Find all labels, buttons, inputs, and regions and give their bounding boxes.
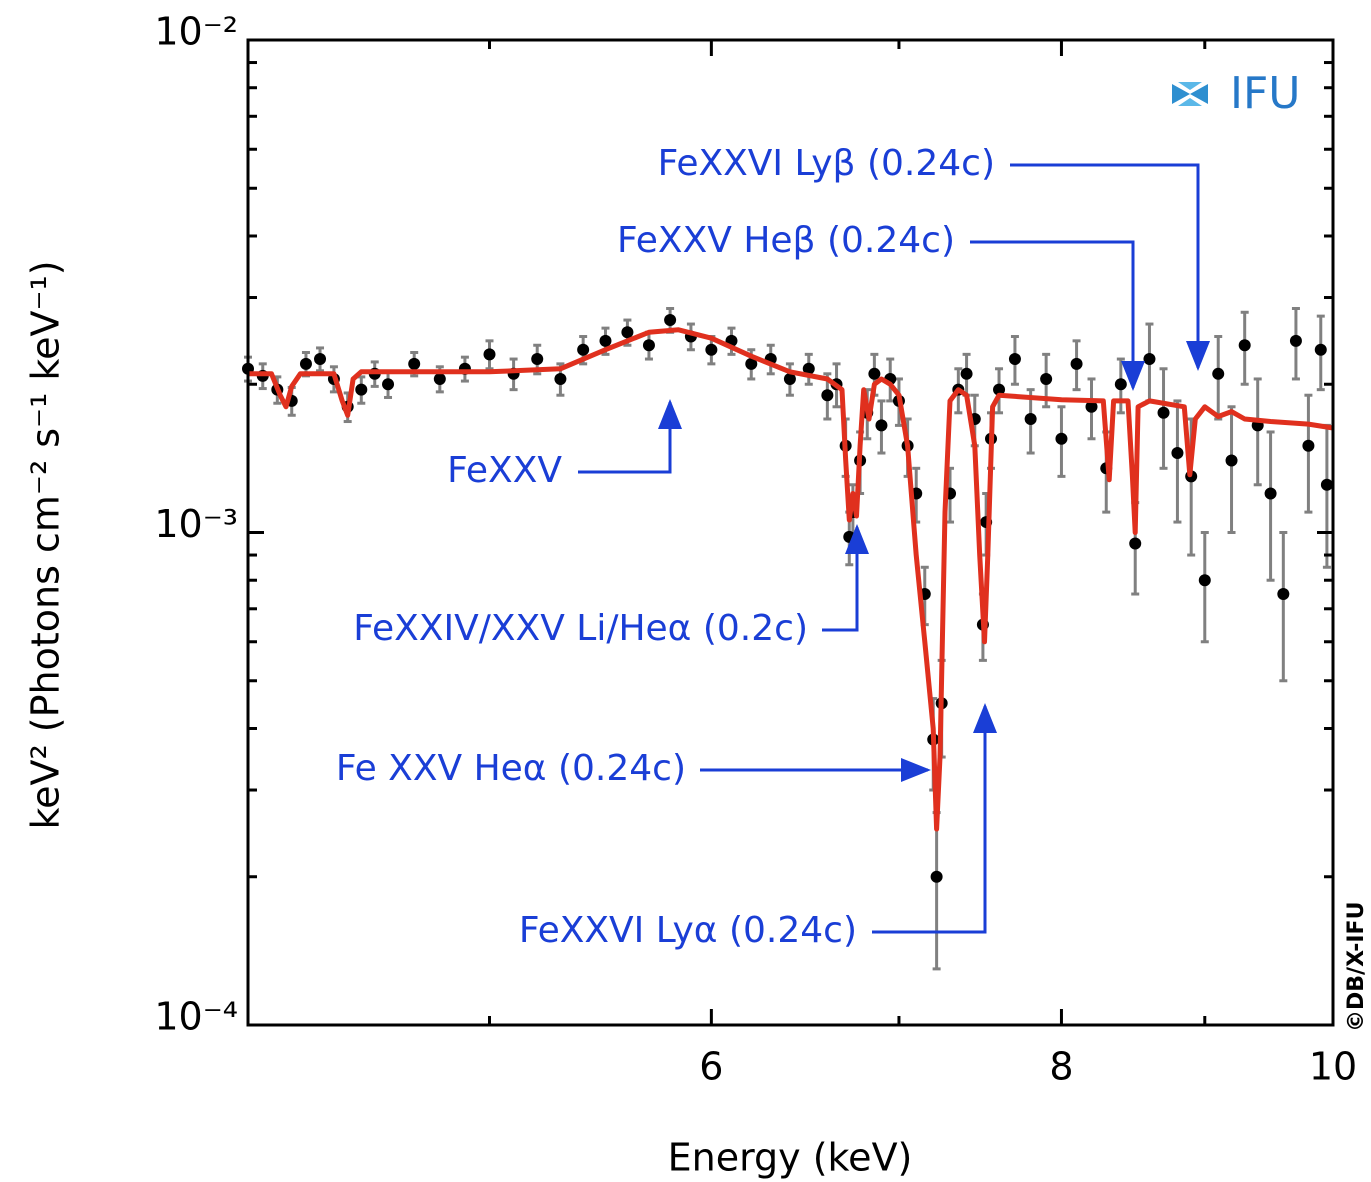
annotation-arrow (872, 703, 997, 934)
data-point (1055, 432, 1068, 445)
x-tick-label: 10 (1309, 1045, 1357, 1089)
error-bar (1279, 531, 1288, 683)
data-point (408, 357, 421, 370)
x-tick-label: 6 (699, 1045, 723, 1089)
data-point (843, 530, 856, 543)
data-point (642, 339, 655, 352)
data-point (783, 372, 796, 385)
data-point (1171, 447, 1184, 460)
model-line (248, 327, 1334, 832)
data-point (1314, 343, 1327, 356)
data-point (1157, 406, 1170, 419)
data-point (299, 357, 312, 370)
data-point (1198, 574, 1211, 587)
data-point (1264, 487, 1277, 500)
error-bar (1173, 399, 1182, 524)
data-point (1040, 372, 1053, 385)
data-point (1085, 400, 1098, 413)
data-point (1024, 413, 1037, 426)
data-point (554, 372, 567, 385)
data-point (1238, 339, 1251, 352)
data-point (1302, 439, 1315, 452)
logo-text: IFU (1230, 68, 1301, 119)
data-point (821, 389, 834, 402)
data-point (1008, 353, 1021, 366)
error-bar (1200, 531, 1209, 644)
data-point (868, 367, 881, 380)
data-point (1114, 378, 1127, 391)
data-point (1289, 334, 1302, 347)
data-point (314, 353, 327, 366)
data-point (1070, 357, 1083, 370)
error-bar (932, 811, 941, 971)
data-point (621, 326, 634, 339)
error-bar (1266, 430, 1275, 582)
data-point (531, 353, 544, 366)
data-point (1277, 588, 1290, 601)
annotation-arrow (970, 240, 1145, 391)
annotation: FeXXIV/XXV Li/Heα (0.2c) (353, 608, 808, 649)
data-point (433, 372, 446, 385)
data-point (1320, 478, 1333, 491)
error-bar (1304, 393, 1313, 514)
data-point (1143, 353, 1156, 366)
credit: ©DB/X-IFU (1344, 902, 1369, 1032)
error-bar (1322, 423, 1331, 569)
data-point (382, 378, 395, 391)
y-tick-label: 10⁻² (154, 10, 238, 54)
plot-frame (246, 38, 1335, 1027)
data-point (483, 348, 496, 361)
annotation: FeXXVI Lyα (0.24c) (519, 910, 857, 951)
annotation: FeXXV (447, 450, 562, 491)
data-point (802, 362, 815, 375)
data-point (599, 334, 612, 347)
x-axis-label: Energy (keV) (668, 1136, 913, 1180)
x-tick-label: 8 (1049, 1045, 1073, 1089)
data-point (1129, 537, 1142, 550)
annotation-arrow (1010, 163, 1210, 371)
data-point (664, 314, 677, 327)
y-tick-label: 10⁻³ (154, 502, 238, 546)
annotation-arrow (578, 399, 682, 474)
data-point (705, 343, 718, 356)
data-point (355, 383, 368, 396)
logo: IFU (1172, 68, 1301, 119)
annotation: FeXXV Heβ (0.24c) (617, 220, 955, 261)
error-bar (1253, 377, 1262, 487)
annotation: Fe XXV Heα (0.24c) (336, 748, 686, 789)
annotation-arrow (822, 524, 869, 632)
data-point (745, 357, 758, 370)
y-axis-label: keV² (Photons cm⁻² s⁻¹ keV⁻¹) (24, 260, 68, 829)
data-point (993, 383, 1006, 396)
annotation: FeXXVI Lyβ (0.24c) (658, 143, 995, 184)
y-tick-label: 10⁻⁴ (154, 995, 238, 1039)
data-point (1212, 367, 1225, 380)
data-point (1225, 454, 1238, 467)
data-point (577, 343, 590, 356)
data-point (875, 419, 888, 432)
data-point (930, 870, 943, 883)
error-bar (1227, 405, 1236, 534)
data-point (960, 367, 973, 380)
